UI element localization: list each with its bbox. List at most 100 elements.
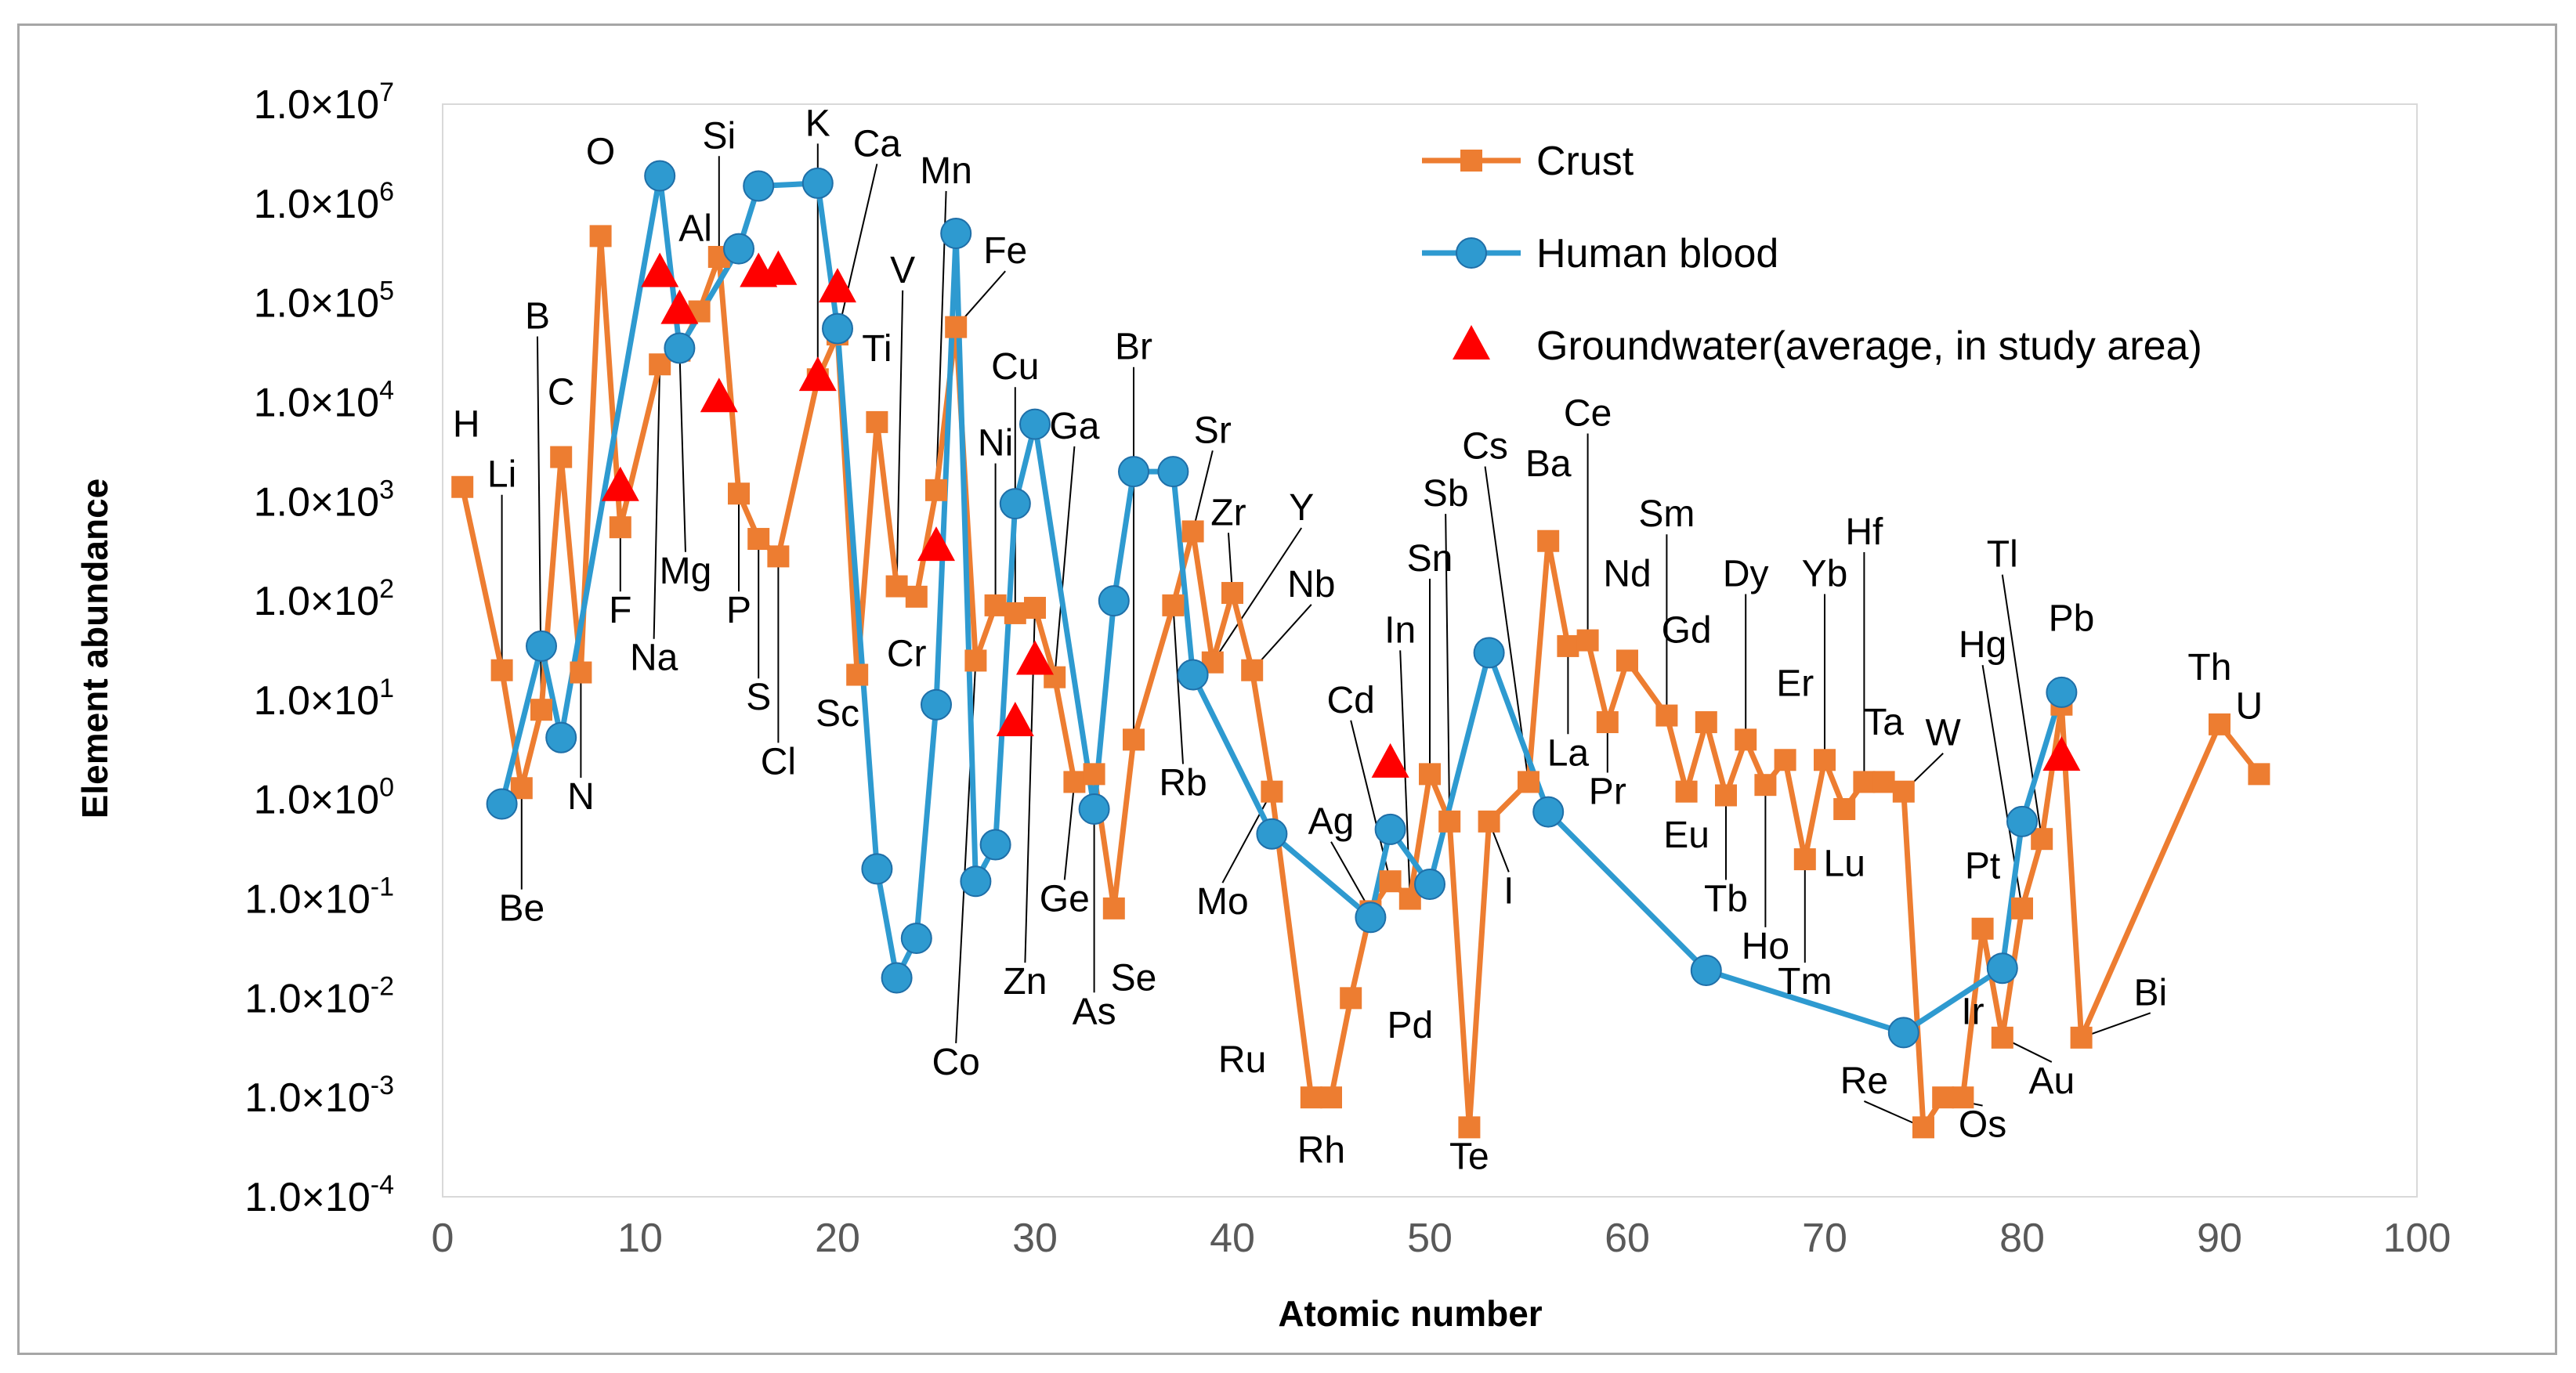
blood-point <box>861 853 893 885</box>
element-label: Eu <box>1663 815 1709 856</box>
crust-point <box>846 663 869 686</box>
element-label: Nd <box>1603 554 1651 595</box>
leader-line <box>678 350 686 552</box>
element-label: Pr <box>1589 771 1626 813</box>
y-tick-label: 1.0×103 <box>254 475 394 525</box>
crust-point <box>1320 1086 1342 1109</box>
leader-line <box>1445 514 1451 822</box>
y-tick-exponent: 6 <box>379 177 394 207</box>
element-label: C <box>548 371 575 413</box>
crust-point <box>1419 763 1441 786</box>
crust-point <box>1853 771 1876 793</box>
crust-point <box>866 410 888 433</box>
crust-point <box>1655 704 1678 727</box>
crust-point <box>1557 634 1579 657</box>
crust-point <box>490 659 513 681</box>
blood-point <box>486 788 518 820</box>
element-label: U <box>2235 686 2263 728</box>
crust-point <box>1833 798 1856 821</box>
crust-point <box>1438 810 1461 833</box>
y-axis-ticks: 1.0×1071.0×1061.0×1051.0×1041.0×1031.0×1… <box>244 78 394 1220</box>
groundwater-point <box>798 356 837 392</box>
element-label: Cl <box>761 741 796 782</box>
element-label: Mn <box>920 150 972 192</box>
crust-point <box>1458 1116 1481 1139</box>
groundwater-point <box>1371 743 1409 778</box>
crust-point <box>1952 1086 1974 1109</box>
blood-point <box>1374 813 1406 845</box>
crust-point <box>1478 810 1500 833</box>
x-tick-label: 60 <box>1605 1216 1650 1261</box>
crust-point <box>1576 629 1599 652</box>
element-label: Al <box>678 208 712 250</box>
element-label: Li <box>487 454 516 496</box>
crust-point <box>1379 870 1402 893</box>
blood-point <box>526 630 557 662</box>
element-label: Sn <box>1407 538 1453 580</box>
element-label: F <box>609 590 631 631</box>
groundwater-point <box>996 702 1034 737</box>
x-tick-label: 40 <box>1210 1216 1255 1261</box>
element-labels: HLi Be BC N O F Na Mg Al Si P S Cl K Ca Sc Ti V Cr Mn Fe Co Ni… <box>453 103 2263 1177</box>
x-axis-title: Atomic number <box>1278 1293 1542 1334</box>
element-label: Hg <box>1959 624 2006 666</box>
x-tick-label: 90 <box>2197 1216 2242 1261</box>
y-tick-exponent: -1 <box>371 873 394 902</box>
y-tick-mantissa: 1.0×10 <box>254 479 380 525</box>
blood-point <box>1118 456 1149 488</box>
blood-point <box>900 923 932 955</box>
legend-label: Crust <box>1536 139 1634 184</box>
crust-point <box>945 316 968 338</box>
element-label: Rh <box>1297 1130 1345 1172</box>
y-tick-mantissa: 1.0×10 <box>254 778 380 823</box>
element-label: V <box>890 250 915 291</box>
crust-point <box>1340 987 1362 1010</box>
element-label: Sr <box>1194 410 1232 451</box>
blood-point <box>1887 1017 1919 1049</box>
y-tick-label: 1.0×107 <box>254 78 394 128</box>
element-label: Pd <box>1387 1005 1433 1046</box>
crust-point <box>2248 763 2270 786</box>
blood-point <box>921 688 952 721</box>
crust-point <box>1912 1116 1934 1139</box>
legend: Crust Human blood Groundwater(average, in … <box>1422 139 2202 369</box>
groundwater-point <box>700 378 738 413</box>
x-tick-label: 0 <box>432 1216 454 1261</box>
blood-point <box>2046 676 2078 708</box>
crust-point <box>905 585 928 608</box>
leader-line <box>2081 1012 2151 1039</box>
crust-point <box>1892 780 1915 803</box>
element-label: Nb <box>1287 564 1335 605</box>
element-label: Mg <box>660 551 712 592</box>
element-label: Ga <box>1049 406 1099 447</box>
blood-point <box>1157 456 1189 488</box>
legend-marker <box>1460 150 1482 172</box>
element-label: Ca <box>853 123 902 164</box>
y-tick-exponent: 7 <box>379 78 394 107</box>
element-label: Si <box>702 115 736 157</box>
legend-label: Human blood <box>1536 231 1778 276</box>
blood-point <box>881 962 913 994</box>
blood-point <box>743 170 775 202</box>
crust-point <box>1181 520 1204 543</box>
groundwater-point <box>660 289 699 324</box>
y-tick-label: 1.0×104 <box>254 375 394 425</box>
y-tick-label: 1.0×102 <box>254 574 394 624</box>
crust-point <box>1735 728 1757 751</box>
crust-point <box>1932 1086 1955 1109</box>
crust-point <box>1083 763 1105 786</box>
crust-point <box>2070 1026 2093 1049</box>
y-tick-exponent: -3 <box>371 1071 394 1100</box>
y-tick-exponent: 0 <box>379 773 394 803</box>
element-label: Pb <box>2049 598 2095 639</box>
crust-point <box>1814 749 1836 771</box>
legend-marker <box>1453 325 1490 360</box>
leader-line <box>1221 791 1273 883</box>
element-label: Tb <box>1704 878 1748 920</box>
element-label: Ni <box>978 423 1013 464</box>
groundwater-point <box>819 268 856 303</box>
blood-point <box>664 332 696 364</box>
element-label: Ti <box>862 328 892 370</box>
y-tick-mantissa: 1.0×10 <box>244 976 371 1021</box>
blood-point <box>979 829 1011 861</box>
